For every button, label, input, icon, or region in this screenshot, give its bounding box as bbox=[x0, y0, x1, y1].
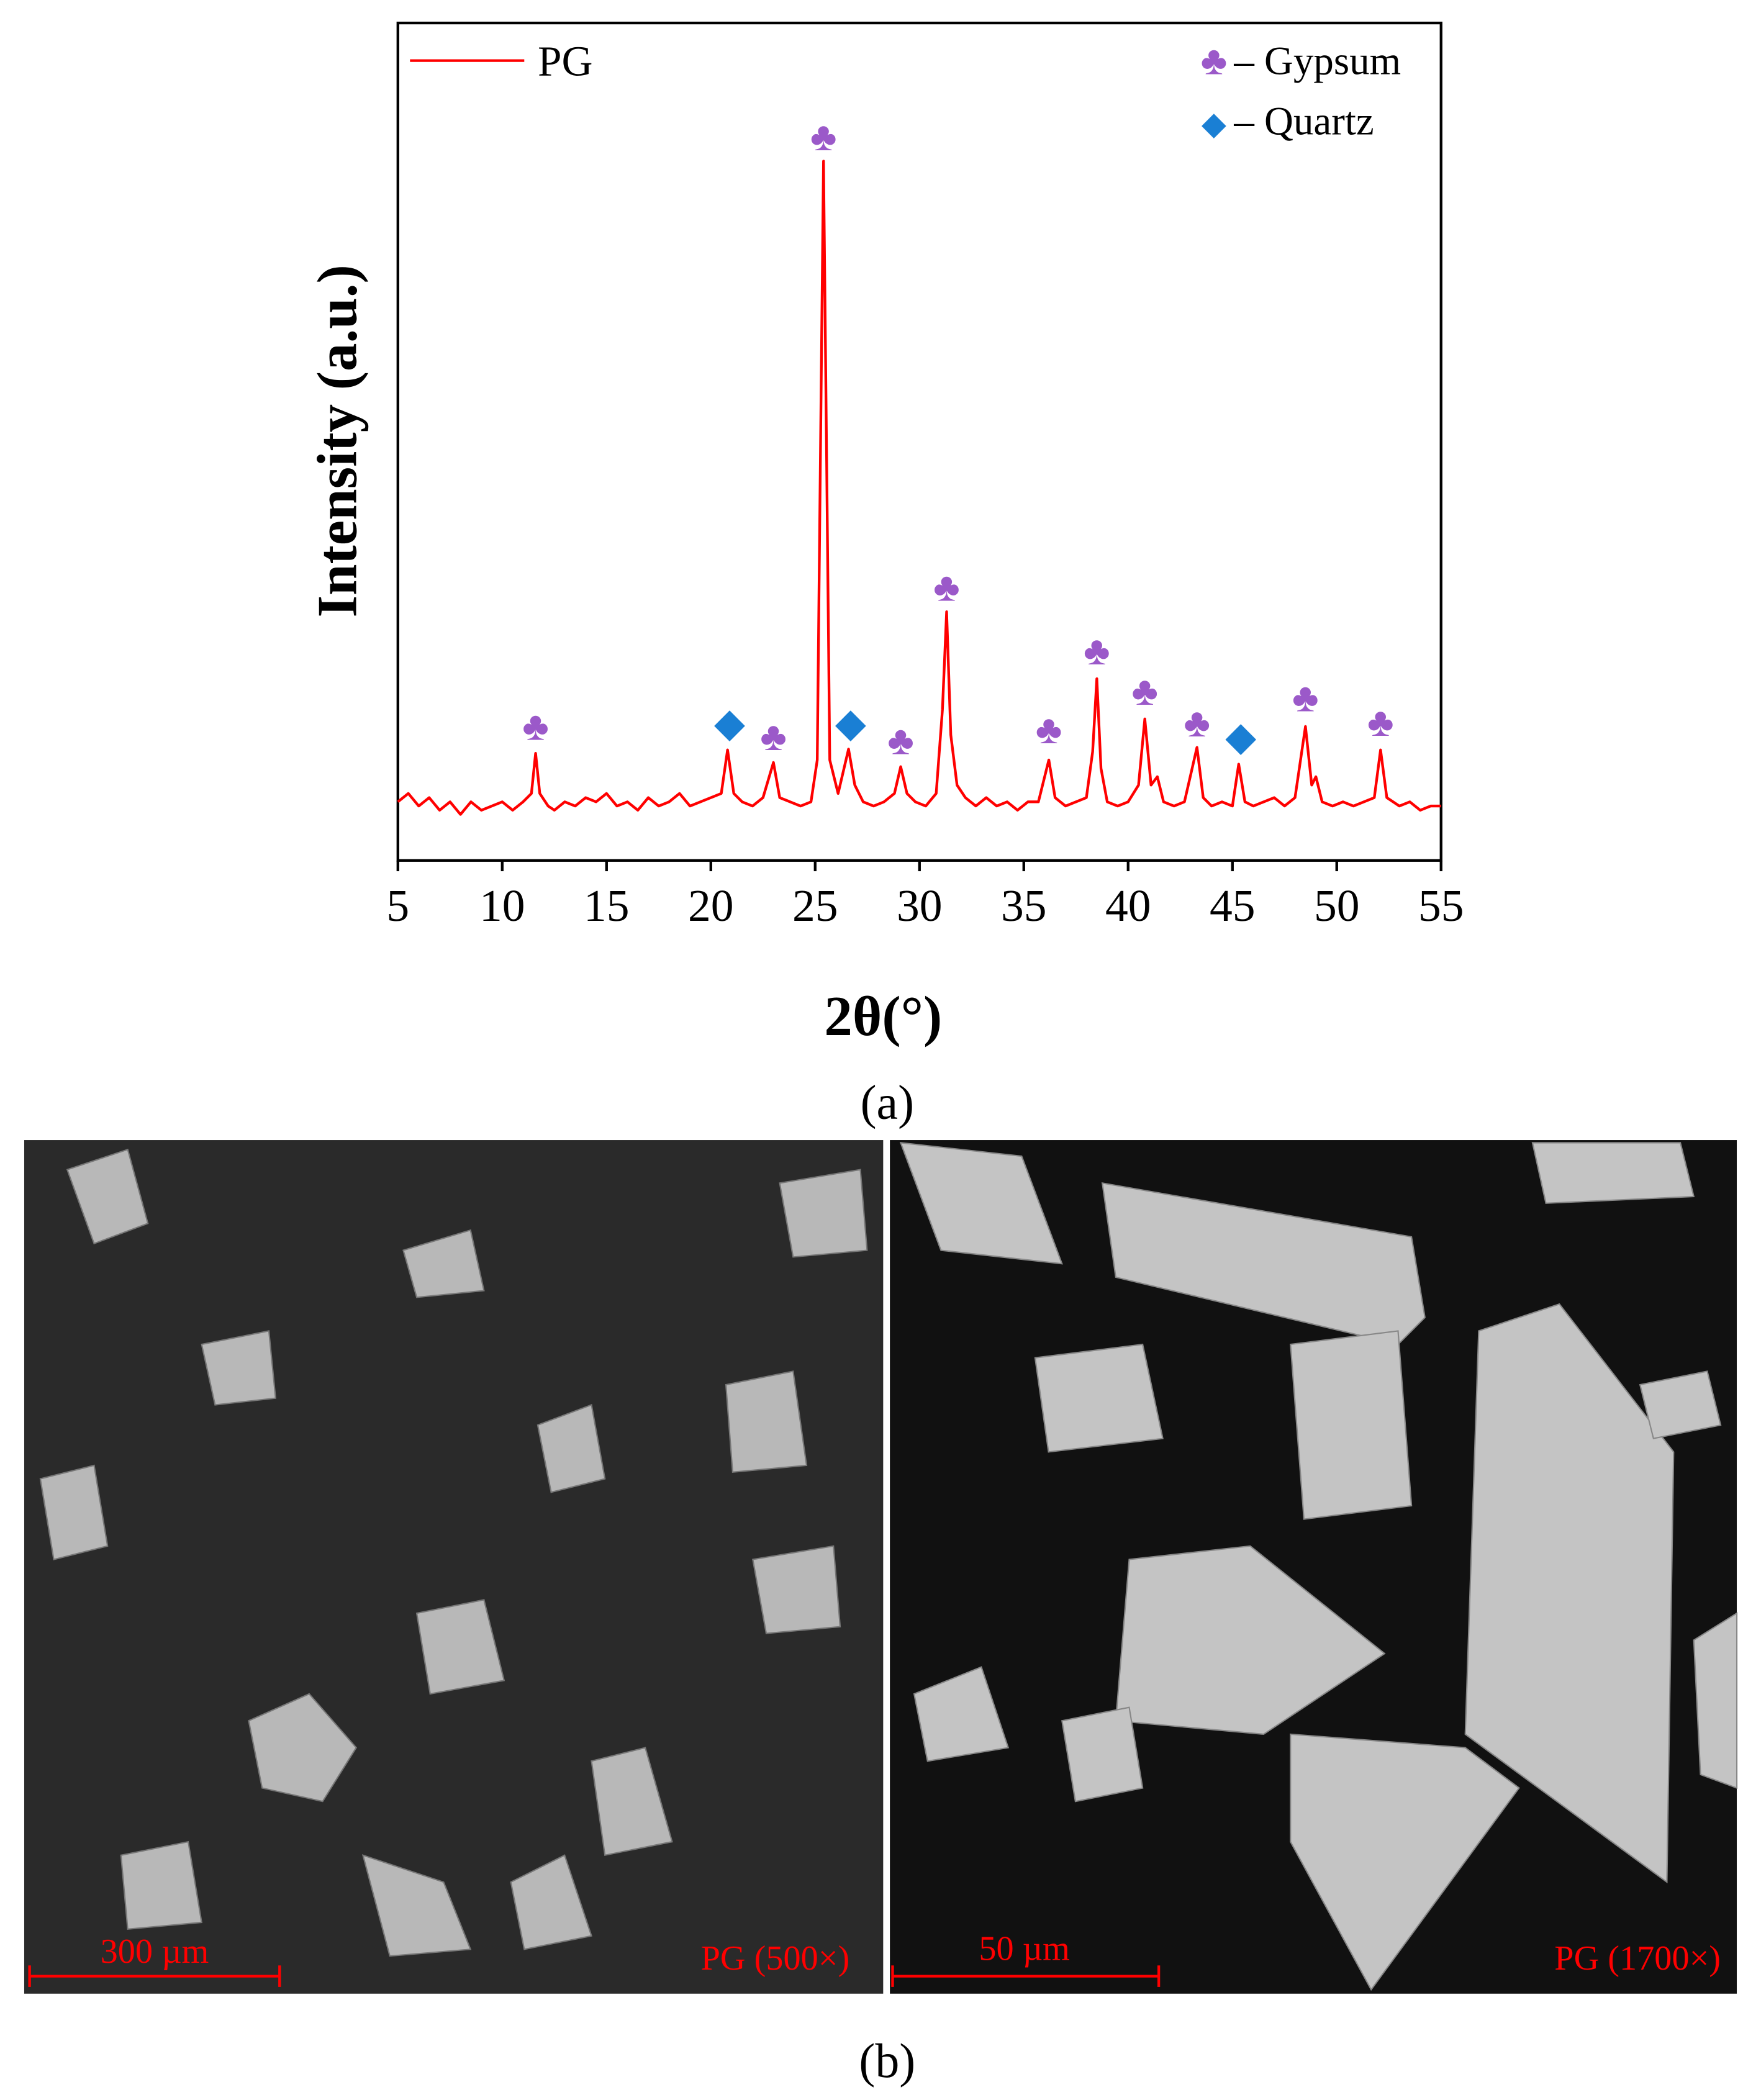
x-tick-label: 50 bbox=[1314, 880, 1360, 931]
sem-right: 50 µm PG (1700×) bbox=[890, 1140, 1738, 1994]
x-tick-label: 30 bbox=[897, 880, 943, 931]
phase-marker: ◆ bbox=[835, 701, 866, 746]
x-tick-label: 40 bbox=[1105, 880, 1151, 931]
x-tick-label: 15 bbox=[584, 880, 630, 931]
x-tick-label: 10 bbox=[479, 880, 525, 931]
scale-label: 300 µm bbox=[101, 1932, 209, 1971]
scale-label: 50 µm bbox=[979, 1930, 1070, 1968]
phase-marker: ◆ bbox=[1225, 715, 1256, 759]
panel-label: (b) bbox=[859, 2034, 915, 2088]
phase-marker: ♣ bbox=[522, 705, 549, 749]
x-tick-label: 5 bbox=[386, 880, 409, 931]
legend-label: PG bbox=[538, 37, 593, 84]
x-tick-label: 55 bbox=[1418, 880, 1464, 931]
phase-marker: ♣ bbox=[1184, 701, 1210, 746]
legend-label: – Quartz bbox=[1233, 99, 1374, 144]
x-tick-label: 20 bbox=[688, 880, 734, 931]
x-axis-label: 2θ(°) bbox=[824, 985, 942, 1048]
phase-marker: ♣ bbox=[1084, 629, 1110, 674]
phase-marker: ◆ bbox=[714, 701, 745, 746]
legend-symbol: ◆ bbox=[1202, 107, 1226, 142]
phase-marker: ♣ bbox=[810, 115, 837, 160]
phase-marker: ♣ bbox=[1367, 700, 1394, 745]
panel-label: (a) bbox=[861, 1075, 914, 1129]
magnification-label: PG (500×) bbox=[701, 1939, 850, 1978]
plot-frame bbox=[396, 21, 1442, 862]
phase-marker: ♣ bbox=[887, 719, 914, 764]
phase-marker: ♣ bbox=[760, 715, 787, 759]
x-tick-label: 35 bbox=[1001, 880, 1047, 931]
phase-marker: ♣ bbox=[1131, 669, 1158, 714]
phase-marker: ♣ bbox=[1292, 676, 1319, 721]
phase-marker: ♣ bbox=[933, 566, 960, 610]
x-tick-label: 45 bbox=[1210, 880, 1256, 931]
legend-label: – Gypsum bbox=[1233, 38, 1401, 83]
magnification-label: PG (1700×) bbox=[1554, 1939, 1721, 1978]
phase-marker: ♣ bbox=[1036, 708, 1062, 753]
sem-left: 300 µm PG (500×) bbox=[24, 1140, 884, 1994]
y-axis-label: Intensity (a.u.) bbox=[306, 265, 369, 617]
data-line bbox=[397, 160, 1441, 816]
legend-symbol: ♣ bbox=[1201, 38, 1228, 83]
x-tick-label: 25 bbox=[792, 880, 838, 931]
